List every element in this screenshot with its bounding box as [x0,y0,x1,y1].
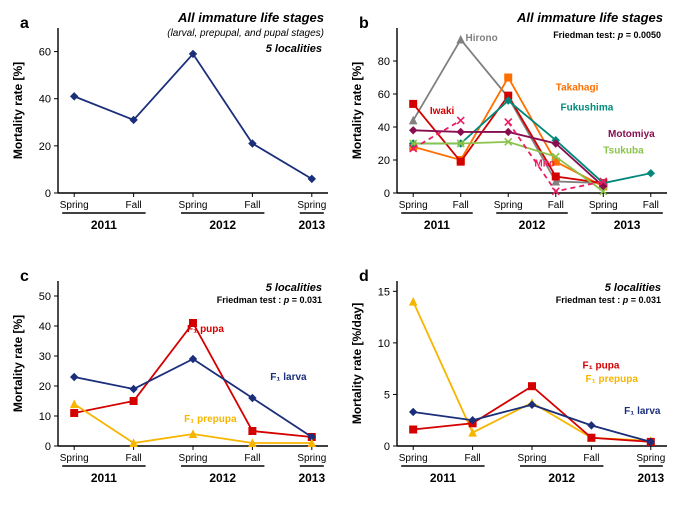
chart-svg: a All immature life stages (larval, prepup… [8,8,338,248]
svg-text:Fall: Fall [464,453,480,464]
svg-text:Tsukuba: Tsukuba [603,145,644,156]
svg-text:d: d [359,268,369,285]
svg-text:Fall: Fall [642,200,658,211]
svg-text:F₁ larva: F₁ larva [270,372,307,383]
svg-text:Mortality rate [%]: Mortality rate [%] [11,62,25,159]
svg-text:20: 20 [39,381,51,393]
svg-text:Fall: Fall [126,200,142,211]
svg-text:F₁ pupa: F₁ pupa [187,324,224,335]
svg-text:5: 5 [383,389,389,401]
svg-text:Spring: Spring [517,453,546,464]
svg-text:Spring: Spring [398,200,427,211]
svg-text:Spring: Spring [60,200,89,211]
svg-text:2011: 2011 [91,471,117,485]
svg-text:2013: 2013 [613,218,640,232]
svg-text:a: a [20,15,29,32]
svg-text:Friedman test : p = 0.031: Friedman test : p = 0.031 [217,295,322,305]
chart-grid: a All immature life stages (larval, prepup… [8,8,677,505]
svg-text:0: 0 [45,188,51,200]
svg-text:Mortality rate [%]: Mortality rate [%] [11,314,25,411]
svg-text:40: 40 [39,321,51,333]
svg-text:Mortality rate [%]: Mortality rate [%] [350,62,364,159]
svg-text:80: 80 [377,56,389,68]
svg-text:Fall: Fall [452,200,468,211]
svg-text:F₁ prepupa: F₁ prepupa [585,374,638,385]
chart-svg: d 5 localitiesFriedman test : p = 0.031 0 5… [347,261,677,501]
svg-text:2013: 2013 [298,218,325,232]
svg-text:Takahagi: Takahagi [555,83,598,94]
svg-text:Spring: Spring [60,453,89,464]
svg-text:b: b [359,15,369,32]
svg-text:60: 60 [39,47,51,59]
chart-svg: b All immature life stages Friedman test: … [347,8,677,248]
chart-svg: c 5 localitiesFriedman test : p = 0.031 0 1… [8,261,338,501]
svg-text:All immature life stages: All immature life stages [177,10,324,25]
svg-text:5 localities: 5 localities [266,282,322,294]
svg-text:Spring: Spring [588,200,617,211]
svg-text:50: 50 [39,291,51,303]
svg-text:2012: 2012 [548,471,575,485]
svg-text:Hirono: Hirono [465,33,497,44]
svg-text:20: 20 [39,141,51,153]
svg-text:2011: 2011 [91,218,117,232]
svg-text:2013: 2013 [298,471,325,485]
svg-text:(larval, prepupal, and pupal s: (larval, prepupal, and pupal stages) [167,28,324,39]
svg-text:0: 0 [45,441,51,453]
panel-c: c 5 localitiesFriedman test : p = 0.031 0 1… [8,261,339,506]
svg-text:2011: 2011 [423,218,449,232]
svg-text:2012: 2012 [209,218,236,232]
svg-text:All immature life stages: All immature life stages [516,10,663,25]
svg-text:Friedman test: p = 0.0050: Friedman test: p = 0.0050 [553,30,661,40]
svg-text:40: 40 [377,122,389,134]
svg-text:15: 15 [377,286,389,298]
svg-text:Friedman test : p = 0.031: Friedman test : p = 0.031 [555,295,660,305]
svg-text:Fukushima: Fukushima [560,103,613,114]
svg-text:0: 0 [383,441,389,453]
panel-b: b All immature life stages Friedman test: … [347,8,678,253]
svg-text:F₁ larva: F₁ larva [624,406,661,417]
svg-text:Fall: Fall [547,200,563,211]
svg-text:Fall: Fall [126,453,142,464]
svg-text:2013: 2013 [637,471,664,485]
svg-text:F₁ pupa: F₁ pupa [582,360,619,371]
svg-text:c: c [20,268,29,285]
svg-text:20: 20 [377,155,389,167]
svg-text:Fall: Fall [244,453,260,464]
svg-text:10: 10 [39,411,51,423]
svg-text:Spring: Spring [297,453,326,464]
svg-text:F₁ prepupa: F₁ prepupa [184,414,237,425]
svg-text:5 localities: 5 localities [604,282,660,294]
svg-text:2012: 2012 [518,218,545,232]
svg-text:5 localities: 5 localities [266,43,322,55]
svg-text:Spring: Spring [636,453,665,464]
svg-text:2011: 2011 [429,471,455,485]
svg-text:Spring: Spring [179,453,208,464]
svg-text:Spring: Spring [493,200,522,211]
svg-text:30: 30 [39,351,51,363]
svg-text:0: 0 [383,188,389,200]
svg-text:40: 40 [39,94,51,106]
svg-text:Fall: Fall [244,200,260,211]
svg-text:Spring: Spring [179,200,208,211]
svg-text:Motomiya: Motomiya [608,129,655,140]
svg-text:Spring: Spring [297,200,326,211]
svg-text:2012: 2012 [209,471,236,485]
svg-text:60: 60 [377,89,389,101]
svg-text:Mito: Mito [534,159,555,170]
svg-text:Iwaki: Iwaki [429,106,454,117]
svg-text:Spring: Spring [398,453,427,464]
svg-text:Fall: Fall [583,453,599,464]
panel-a: a All immature life stages (larval, prepup… [8,8,339,253]
panel-d: d 5 localitiesFriedman test : p = 0.031 0 5… [347,261,678,506]
svg-text:Mortality rate [%/day]: Mortality rate [%/day] [350,302,364,423]
svg-text:10: 10 [377,337,389,349]
